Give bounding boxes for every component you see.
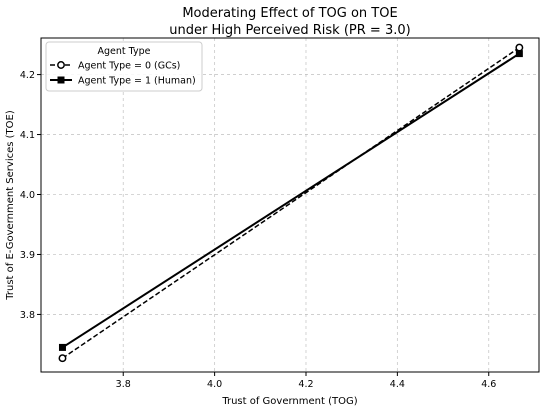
series-line-human [61,52,520,349]
series-line-gcs [62,46,520,359]
chart-title: Moderating Effect of TOG on TOE [182,6,397,21]
x-axis-label: Trust of Government (TOG) [221,396,357,407]
x-axis-ticks: 3.8 4.0 4.2 4.4 4.6 [116,372,496,390]
data-point-human [515,50,523,58]
x-tick-label: 4.6 [481,379,496,390]
y-tick-label: 3.9 [20,250,35,261]
legend: Agent Type Agent Type = 0 (GCs) Agent Ty… [45,41,203,92]
legend-label-human: Agent Type = 1 (Human) [78,76,196,87]
data-point-gcs [515,43,524,52]
y-axis-label: Trust of E-Government Services (TOE) [5,110,16,301]
y-tick-label: 3.8 [20,310,35,321]
x-tick-label: 4.2 [298,379,313,390]
plot-frame [40,37,540,373]
x-tick-label: 4.4 [390,379,405,390]
grid-lines [41,38,539,372]
legend-title: Agent Type [98,46,151,57]
series-layer [58,43,524,363]
y-tick-label: 4.1 [20,130,35,141]
y-tick-label: 4.2 [20,70,35,81]
legend-label-gcs: Agent Type = 0 (GCs) [78,61,180,72]
legend-marker-human [57,76,65,84]
x-tick-label: 4.0 [207,379,222,390]
legend-marker-gcs [57,61,65,69]
data-point-gcs [58,354,67,363]
x-tick-label: 3.8 [116,379,131,390]
data-point-human [58,343,66,351]
legend-box [45,41,203,92]
chart-subtitle: under High Perceived Risk (PR = 3.0) [169,23,410,38]
y-tick-label: 4.0 [20,190,35,201]
y-axis-ticks: 3.8 3.9 4.0 4.1 4.2 [20,70,41,321]
